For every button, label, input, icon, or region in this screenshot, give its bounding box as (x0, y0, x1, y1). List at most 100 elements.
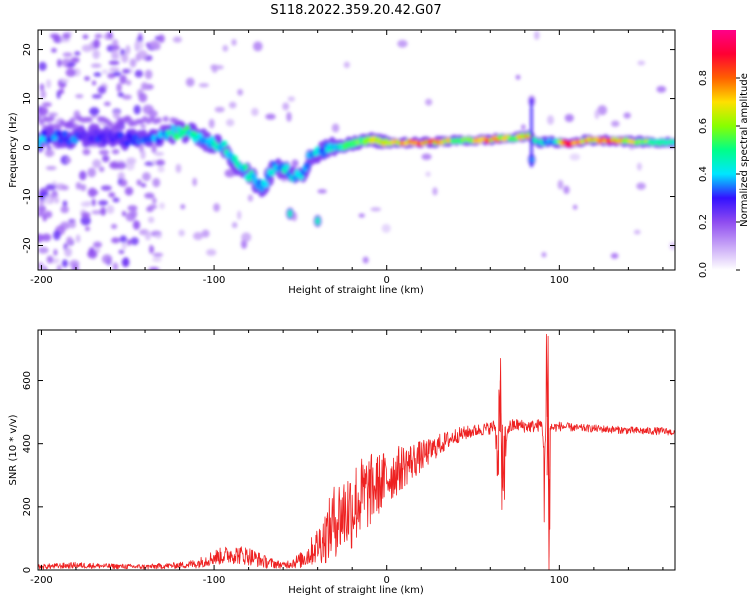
heatmap-cell (93, 129, 100, 137)
heatmap-cell (282, 102, 290, 111)
heatmap-cell (597, 105, 608, 116)
heatmap-cell (541, 252, 547, 258)
heatmap-cell (140, 183, 147, 188)
heatmap-cell (129, 209, 138, 219)
heatmap-cell (231, 222, 238, 229)
heatmap-cell (178, 229, 185, 237)
heatmap-cell (38, 246, 49, 254)
heatmap-cell (108, 192, 116, 198)
heatmap-cell (126, 157, 137, 165)
heatmap-cell (563, 185, 570, 195)
heatmap-cell (49, 33, 60, 39)
heatmap-cell (44, 149, 55, 157)
heatmap-cell (97, 86, 107, 95)
figure-title: S118.2022.359.20.42.G07 (270, 3, 441, 18)
heatmap-cell (87, 249, 98, 259)
heatmap-cell (71, 264, 80, 270)
heatmap-cell (206, 249, 217, 256)
heatmap-cell (213, 203, 220, 212)
heatmap-cell (125, 44, 131, 55)
heatmap-cell (152, 197, 157, 205)
heatmap-cell (124, 186, 134, 196)
heatmap-cell (56, 264, 62, 270)
heatmap-cell (211, 64, 218, 73)
heatmap-cell (237, 210, 242, 220)
heatmap-cell (68, 221, 77, 229)
heatmap-cell (121, 94, 132, 100)
heatmap-cell (425, 171, 431, 177)
heatmap-cell (106, 204, 115, 214)
heatmap-cell (286, 111, 292, 122)
heatmap-cell (136, 179, 142, 186)
heatmap-cell (121, 53, 129, 63)
snr-ylabel: SNR (10 * v/v) (8, 414, 19, 485)
heatmap-cell (124, 115, 131, 122)
heatmap-cell (262, 180, 269, 188)
heatmap-cell (80, 184, 87, 192)
heatmap-frame (37, 29, 676, 271)
heatmap-ytick-label: 0 (22, 144, 33, 150)
heatmap-cell (515, 74, 521, 80)
heatmap-cell (80, 215, 91, 226)
heatmap-cell (247, 194, 254, 202)
heatmap-cell (192, 177, 197, 187)
heatmap-cell (91, 210, 102, 215)
heatmap-cell (112, 197, 120, 203)
heatmap-cell (370, 207, 382, 212)
heatmap-cell (224, 169, 236, 178)
heatmap-cell (53, 230, 61, 241)
heatmap-cell (269, 169, 276, 177)
heatmap-cell (258, 185, 265, 193)
heatmap-cell (533, 30, 540, 40)
colorbar-tick-label: 0.6 (698, 118, 709, 134)
heatmap-cell (108, 60, 120, 66)
heatmap-cell (51, 47, 57, 53)
heatmap-cell (85, 226, 90, 231)
heatmap-cell (69, 117, 76, 124)
heatmap-cell (115, 161, 127, 170)
heatmap-cell (594, 109, 600, 120)
heatmap-ytick-label: -20 (22, 237, 33, 253)
heatmap-cell (397, 39, 408, 48)
snr-xtick-label: 0 (384, 575, 390, 586)
heatmap-cell (185, 77, 195, 87)
heatmap-cell (116, 82, 122, 93)
heatmap-cell (144, 192, 155, 199)
heatmap-ytick-label: -10 (22, 188, 33, 204)
heatmap-cell (45, 79, 52, 89)
heatmap-cell (89, 107, 100, 116)
heatmap-cell (176, 120, 183, 127)
heatmap-cell (180, 204, 186, 210)
heatmap-cell (102, 155, 110, 163)
heatmap-cell (38, 200, 43, 207)
heatmap-xlabel: Height of straight line (km) (288, 285, 424, 296)
heatmap-cell (192, 232, 204, 241)
heatmap-cell (46, 255, 54, 264)
snr-xtick-label: 100 (550, 575, 569, 586)
heatmap-cell (221, 140, 228, 148)
heatmap-cell (623, 112, 631, 119)
heatmap-cell (421, 153, 432, 160)
snr-series-line (38, 333, 675, 570)
heatmap-cell (151, 144, 157, 154)
heatmap-cell (557, 179, 564, 190)
snr-frame (37, 329, 676, 571)
snr-ytick-label: 200 (22, 497, 33, 516)
heatmap-cell (637, 60, 646, 66)
heatmap-cell (82, 148, 91, 156)
heatmap-cell (152, 252, 164, 257)
heatmap-cell (38, 106, 49, 116)
heatmap-cell (109, 161, 119, 169)
heatmap-cell (144, 69, 153, 80)
colorbar-label: Normalized spectral amplitude (739, 73, 750, 227)
heatmap-cell (358, 213, 365, 218)
heatmap-cell (155, 117, 162, 124)
heatmap-cell (74, 51, 81, 56)
heatmap-cell (38, 61, 47, 71)
heatmap-cell (126, 239, 132, 246)
heatmap-cell (140, 124, 147, 129)
heatmap-cell (124, 140, 131, 148)
heatmap-cell (152, 177, 161, 188)
